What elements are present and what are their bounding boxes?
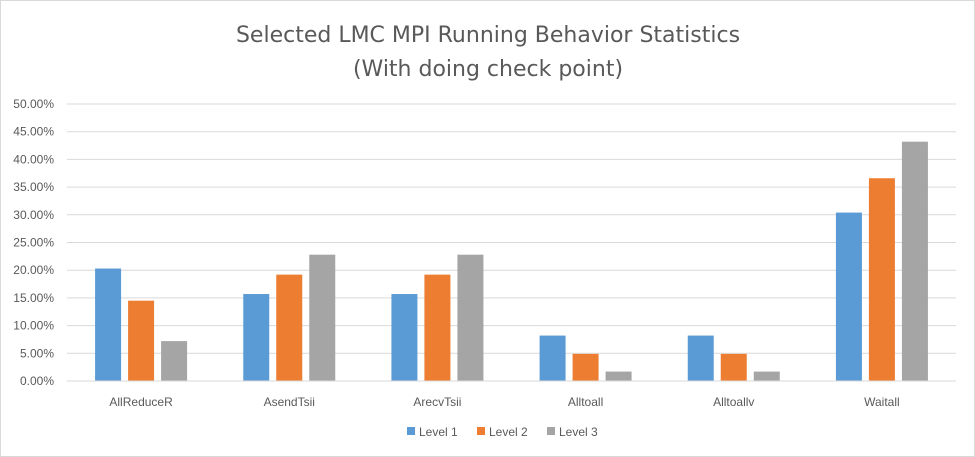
chart-title-line-1: Selected LMC MPI Running Behavior Statis… xyxy=(236,23,740,48)
bar-level-1-waitall xyxy=(835,212,862,381)
y-tick-label: 20.00% xyxy=(13,263,54,277)
legend-swatch xyxy=(547,427,555,435)
x-category-label: Waitall xyxy=(864,395,900,409)
bar-level-3-asendtsii xyxy=(309,254,336,381)
y-axis-tick-labels: 0.00% 5.00% 10.00% 15.00% 20.00% 25.00% 30.00%… xyxy=(13,97,54,388)
bar-level-1-alltoall xyxy=(539,335,566,381)
x-category-label: AsendTsii xyxy=(264,395,315,409)
legend-swatch xyxy=(407,427,415,435)
bar-level-2-alltoall xyxy=(572,353,599,381)
y-tick-label: 10.00% xyxy=(13,319,54,333)
x-category-label: Alltoall xyxy=(568,395,603,409)
bar-level-3-allreducer xyxy=(161,341,188,381)
x-category-label: Alltoallv xyxy=(713,395,754,409)
chart-title: Selected LMC MPI Running Behavior Statis… xyxy=(236,23,740,82)
bar-level-2-arecvtsii xyxy=(424,274,451,381)
bar-level-1-alltoallv xyxy=(687,335,714,381)
bar-level-3-alltoall xyxy=(605,371,632,381)
y-tick-label: 40.00% xyxy=(13,152,54,166)
bar-level-3-arecvtsii xyxy=(457,254,484,381)
y-tick-label: 5.00% xyxy=(20,346,54,360)
y-tick-label: 45.00% xyxy=(13,125,54,139)
bars xyxy=(95,141,928,381)
bar-level-3-alltoallv xyxy=(753,371,780,381)
y-tick-label: 0.00% xyxy=(20,374,54,388)
y-tick-label: 25.00% xyxy=(13,236,54,250)
y-tick-label: 15.00% xyxy=(13,291,54,305)
x-category-label: ArecvTsii xyxy=(413,395,461,409)
bar-level-2-waitall xyxy=(868,178,895,381)
y-tick-label: 50.00% xyxy=(13,97,54,111)
bar-level-2-asendtsii xyxy=(276,274,303,381)
chart-title-line-2: (With doing check point) xyxy=(353,57,623,82)
legend-label: Level 1 xyxy=(419,425,458,439)
legend-swatch xyxy=(477,427,485,435)
bar-level-1-asendtsii xyxy=(243,294,270,381)
x-category-label: AllReduceR xyxy=(109,395,173,409)
legend-label: Level 3 xyxy=(559,425,598,439)
y-tick-label: 35.00% xyxy=(13,180,54,194)
legend: Level 1 Level 2 Level 3 xyxy=(407,425,598,439)
bar-level-2-allreducer xyxy=(128,300,155,381)
x-axis-category-labels: AllReduceR AsendTsii ArecvTsii Alltoall Allt… xyxy=(109,395,899,409)
legend-label: Level 2 xyxy=(489,425,528,439)
bar-level-1-arecvtsii xyxy=(391,294,418,381)
y-tick-label: 30.00% xyxy=(13,208,54,222)
gridlines xyxy=(67,103,956,354)
bar-level-1-allreducer xyxy=(95,268,122,381)
bar-level-3-waitall xyxy=(901,141,928,381)
bar-level-2-alltoallv xyxy=(720,353,747,381)
